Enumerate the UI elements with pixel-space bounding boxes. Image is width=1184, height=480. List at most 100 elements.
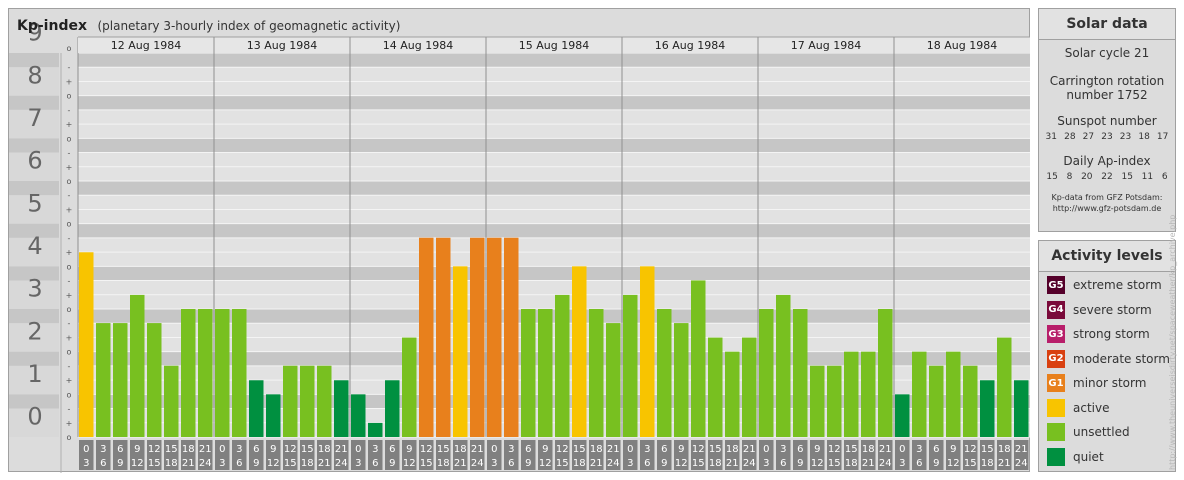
hour-label-end: 15 [556,458,569,469]
hour-cell [606,440,621,470]
hour-cell [266,440,281,470]
ap-value-1: 8 [1066,172,1073,182]
kp-bar [436,237,451,437]
hour-label-start: 12 [420,444,433,455]
kp-bar [725,351,740,437]
activity-level-label: strong storm [1073,327,1150,341]
kp-bar [300,365,315,437]
hour-cell [453,440,468,470]
hour-cell [351,440,366,470]
hour-label-end: 18 [165,458,178,469]
ap-value-4: 15 [1121,172,1133,182]
kp-bar [419,237,434,437]
kp-bar [844,351,859,437]
minor-mark: o [67,177,72,186]
hour-cell [1014,440,1029,470]
activity-level-swatch: G4 [1047,300,1065,319]
credit-link[interactable]: http://www.gfz-potsdam.de [1052,204,1162,213]
hour-label-end: 15 [420,458,433,469]
hour-label-end: 18 [981,458,994,469]
activity-level-extreme-storm: G5 extreme storm [1047,275,1162,295]
activity-level-swatch: G1 [1047,374,1065,392]
activity-level-label: severe storm [1073,302,1152,317]
hour-label-start: 21 [471,444,484,455]
hour-label-end: 12 [267,458,280,469]
hour-label-end: 12 [539,458,552,469]
kp-bar [470,237,485,437]
hour-label-end: 24 [743,458,756,469]
minor-mark: - [68,149,71,158]
activity-level-unsettled: unsettled [1047,422,1130,442]
hour-label-end: 15 [692,458,705,469]
hour-label-start: 21 [199,444,212,455]
kp-bar [759,309,774,437]
carrington-line-2: number 1752 [1066,88,1148,102]
solar-cycle: Solar cycle 21 [1064,46,1150,60]
hour-label-start: 15 [845,444,858,455]
kp-bar [385,380,400,437]
kp-bar [232,309,247,437]
hour-cell [572,440,587,470]
kp-bar [1014,380,1029,437]
hour-label-start: 21 [879,444,892,455]
hour-cell [844,440,859,470]
hour-cell [385,440,400,470]
hour-label-start: 15 [165,444,178,455]
kp-bar [895,394,910,437]
hour-label-end: 6 [372,458,378,469]
minor-mark: + [66,376,73,385]
hour-cell [96,440,111,470]
hour-label-start: 9 [406,444,412,455]
minor-mark: o [67,44,72,53]
activity-level-severe-storm: G4 severe storm [1047,300,1152,320]
hour-cell [487,440,502,470]
chart-title: Kp-index (planetary 3-hourly index of ge… [17,18,400,34]
ap-value-2: 20 [1081,172,1093,182]
hour-cell [742,440,757,470]
hour-label-start: 18 [454,444,467,455]
y-tick-label: 4 [27,232,42,260]
hour-label-start: 3 [372,444,378,455]
kp-bar [640,266,655,437]
kp-bar [980,380,995,437]
kp-bar [198,309,213,437]
hour-label-start: 6 [525,444,531,455]
hour-label-end: 21 [998,458,1011,469]
kp-bar [793,309,808,437]
y-tick-label: 0 [27,403,42,431]
y-tick-label: 6 [27,147,42,175]
sunspot-value-2: 27 [1082,132,1095,142]
minor-mark: - [68,405,71,414]
hour-label-end: 15 [828,458,841,469]
hour-label-end: 6 [508,458,514,469]
y-tick-label: 7 [27,104,42,132]
hour-cell [691,440,706,470]
hour-label-start: 9 [814,444,820,455]
hour-label-start: 12 [964,444,977,455]
hour-cell [980,440,995,470]
hour-label-end: 3 [627,458,633,469]
hour-label-start: 15 [709,444,722,455]
hour-cell [164,440,179,470]
sunspot-value-4: 23 [1119,132,1132,142]
hour-label-end: 24 [471,458,484,469]
hour-label-start: 3 [644,444,650,455]
hour-label-start: 12 [828,444,841,455]
minor-mark: - [68,277,71,286]
hour-label-start: 12 [556,444,569,455]
hour-label-start: 21 [335,444,348,455]
kp-bar [589,309,604,437]
kp-chart-panel: 0 1 2 3 4 5 6 7 8 9 o + - o + - o + - o + - o + - o + - o + - o + - o + - o 12… [8,8,1030,473]
activity-level-label: unsettled [1073,425,1130,439]
minor-mark: + [66,120,73,129]
kp-bar [623,294,638,437]
hour-label-start: 6 [253,444,259,455]
chart-subtitle: (planetary 3-hourly index of geomagnetic… [97,19,401,33]
kp-bar [453,266,468,437]
minor-mark: o [67,305,72,314]
hour-label-start: 0 [899,444,905,455]
hour-cell [861,440,876,470]
hour-cell [640,440,655,470]
hour-cell [521,440,536,470]
kp-bar [555,294,570,437]
